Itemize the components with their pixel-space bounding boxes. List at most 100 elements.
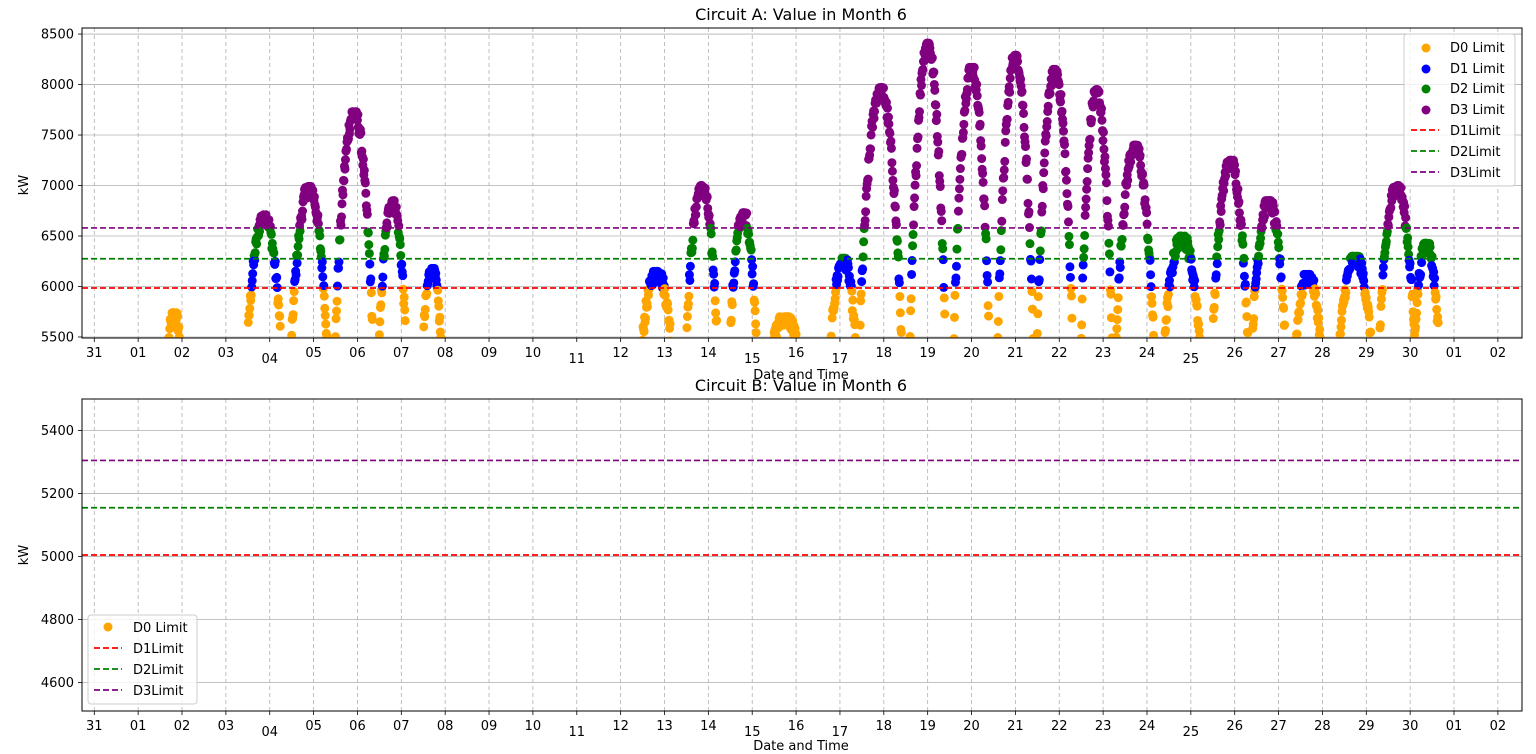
chart-a-point-d3 [911, 171, 921, 181]
chart-a-point-d3 [957, 149, 967, 159]
chart-a-point-d3 [362, 209, 372, 219]
chart-b-frame [81, 398, 1523, 712]
chart-a-point-d3 [972, 79, 982, 89]
chart-a-point-d0 [1149, 330, 1159, 338]
chart-a-point-d3 [878, 83, 888, 93]
chart-a-point-d3 [976, 141, 986, 151]
chart-a-point-d1 [1078, 260, 1088, 270]
chart-a-point-d3 [313, 210, 323, 220]
chart-a-point-d1 [1115, 263, 1125, 273]
chart-a-point-d3 [912, 143, 922, 153]
chart-a-point-d1 [858, 264, 868, 274]
chart-a-point-d0 [1375, 320, 1385, 330]
chart-a-point-d3 [1003, 97, 1013, 107]
chart-a-point-d0 [287, 330, 297, 338]
chart-a-point-d0 [983, 301, 993, 311]
chart-a-point-d3 [1123, 175, 1133, 185]
chart-a-point-d0 [331, 332, 341, 338]
chart-b-x-tick-label: 03 [218, 719, 235, 734]
chart-a-point-d0 [1296, 298, 1306, 308]
chart-a-point-d0 [173, 311, 183, 321]
chart-a-point-d0 [322, 331, 332, 338]
chart-a-point-d3 [1082, 184, 1092, 194]
chart-a-legend-marker-d3 [1421, 105, 1431, 115]
chart-a-x-tick-label: 30 [1402, 346, 1419, 361]
chart-a-point-d3 [1059, 126, 1069, 136]
chart-a-x-tick-label: 02 [1490, 346, 1507, 361]
chart-a-point-d1 [250, 255, 260, 265]
chart-a-point-d2 [892, 236, 902, 246]
chart-a-point-d3 [861, 191, 871, 201]
chart-a-point-d3 [863, 174, 873, 184]
chart-panel-a: Circuit A: Value in Month 6 5500 6000 6500… [17, 5, 1523, 383]
chart-a-point-d0 [1195, 333, 1205, 338]
chart-a-point-d3 [353, 110, 363, 120]
chart-b-x-tick-label: 28 [1314, 719, 1331, 734]
chart-a-point-d0 [660, 291, 670, 301]
chart-a-point-d1 [366, 274, 376, 284]
chart-a-point-d0 [244, 310, 254, 320]
chart-b-x-tick-label: 16 [788, 719, 805, 734]
chart-b-x-tick-label: 01 [1446, 719, 1463, 734]
chart-a-point-d3 [1056, 97, 1066, 107]
chart-a-point-d2 [255, 226, 265, 236]
chart-b-y-tick-label: 4600 [41, 676, 74, 691]
chart-a-point-d2 [295, 226, 305, 236]
chart-a-point-d0 [1112, 315, 1122, 325]
chart-a-point-d2 [996, 245, 1006, 255]
chart-a-point-d3 [340, 155, 350, 165]
chart-a-point-d2 [1403, 233, 1413, 243]
chart-a-point-d0 [791, 329, 801, 338]
chart-a-limit-lines [82, 227, 1522, 289]
chart-a-point-d0 [1280, 320, 1290, 330]
chart-a-point-d1 [1378, 270, 1388, 280]
chart-a-x-tick-label: 03 [218, 346, 235, 361]
chart-b-legend-box [87, 614, 198, 705]
chart-a-point-d3 [382, 222, 392, 232]
chart-b-x-tick-label: 10 [525, 719, 542, 734]
chart-a-point-d0 [1033, 309, 1043, 319]
chart-a-point-d0 [1366, 327, 1376, 337]
chart-a-point-d3 [1135, 151, 1145, 161]
chart-a-point-d0 [1113, 293, 1123, 303]
chart-a-point-d3 [1140, 195, 1150, 205]
chart-a-point-d3 [1022, 154, 1032, 164]
chart-a-x-tick-label: 10 [525, 346, 542, 361]
chart-a-point-d3 [691, 202, 701, 212]
chart-a-point-d1 [398, 271, 408, 281]
chart-a-point-d0 [1112, 324, 1122, 334]
chart-a-point-d0 [1208, 314, 1218, 324]
chart-a-point-d3 [1018, 100, 1028, 110]
chart-a-point-d3 [1000, 137, 1010, 147]
chart-a-point-d0 [1249, 314, 1259, 324]
chart-a-point-d2 [1143, 235, 1153, 245]
chart-a-point-d0 [1209, 302, 1219, 312]
chart-a-point-d2 [1237, 231, 1247, 241]
chart-a-point-d1 [1211, 270, 1221, 280]
chart-a-point-d3 [1039, 158, 1049, 168]
chart-a-point-d0 [1335, 329, 1345, 338]
chart-a-point-d2 [395, 240, 405, 250]
chart-a-point-d1 [247, 276, 257, 286]
chart-a-point-d2 [706, 229, 716, 239]
chart-b-x-tick-label: 02 [1490, 719, 1507, 734]
chart-a-x-tick-label: 16 [788, 346, 805, 361]
chart-a-point-d2 [744, 229, 754, 239]
chart-a-point-d0 [164, 333, 174, 338]
chart-a-point-d3 [338, 190, 348, 200]
chart-a-point-d3 [909, 220, 919, 230]
chart-b-legend: D0 Limit D1Limit D2Limit D3Limit [87, 614, 198, 705]
chart-a-point-d0 [752, 338, 761, 347]
chart-b-x-tick-label: 26 [1226, 719, 1243, 734]
chart-a-point-d3 [691, 210, 701, 220]
chart-a-point-d0 [949, 312, 959, 322]
chart-a-point-d0 [638, 335, 647, 338]
chart-b-legend-label-d2limit: D2Limit [133, 663, 184, 678]
chart-a-point-d3 [891, 220, 901, 230]
chart-a-point-d3 [912, 161, 922, 171]
chart-a-point-d3 [1042, 117, 1052, 127]
chart-a-legend-label-d1limit: D1Limit [1450, 124, 1501, 139]
chart-a-point-d0 [400, 305, 410, 315]
chart-a-point-d3 [980, 201, 990, 211]
chart-a-point-d0 [726, 343, 735, 352]
